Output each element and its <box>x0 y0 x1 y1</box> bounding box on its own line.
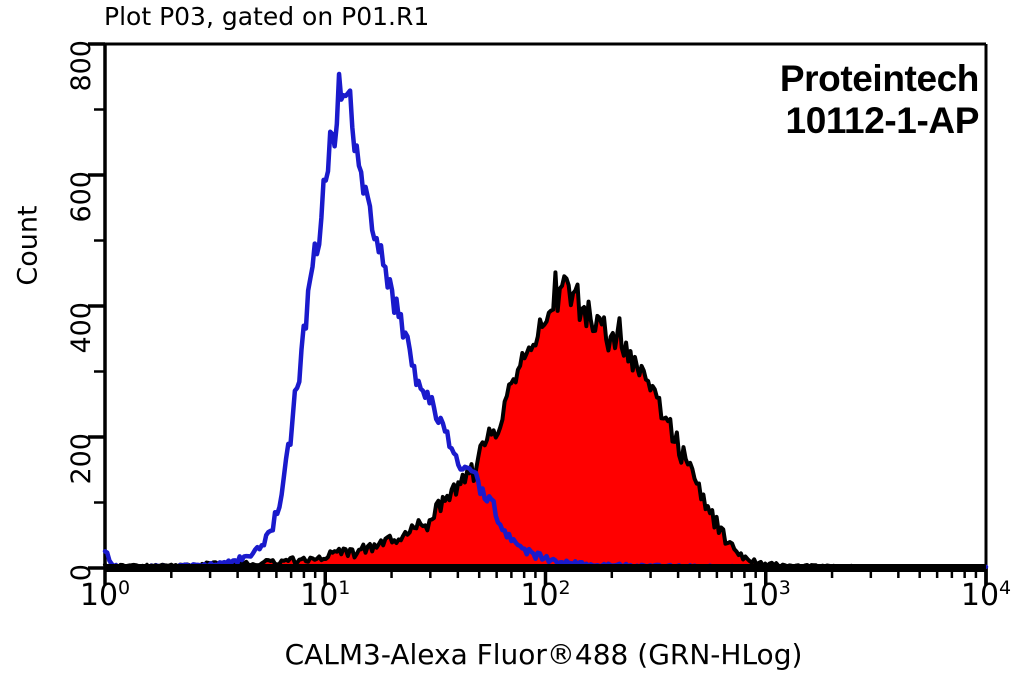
plot-title: Plot P03, gated on P01.R1 <box>104 2 430 31</box>
x-axis-tick-label: 101 <box>300 577 351 613</box>
x-axis-tick-label: 103 <box>740 577 791 613</box>
y-axis-tick-label: 200 <box>66 433 97 485</box>
brand-name-label: Proteintech <box>779 58 980 99</box>
y-axis-tick-label: 0 <box>66 564 97 582</box>
x-axis-tick-label: 102 <box>520 577 571 613</box>
x-axis-tick-label: 100 <box>79 577 131 613</box>
y-axis-label: Count <box>12 205 44 286</box>
brand-catalog-label: 10112-1-AP <box>785 99 980 141</box>
y-axis-tick-label: 400 <box>66 302 97 354</box>
sample-histogram-fill <box>105 272 986 568</box>
brand-annotation: Proteintech 10112-1-AP <box>779 58 980 142</box>
x-axis-tick-label: 104 <box>960 577 1012 613</box>
x-axis-label: CALM3-Alexa Fluor®488 (GRN-HLog) <box>284 638 803 671</box>
y-axis-tick-label: 800 <box>66 40 97 92</box>
y-axis-tick-label: 600 <box>66 171 97 223</box>
